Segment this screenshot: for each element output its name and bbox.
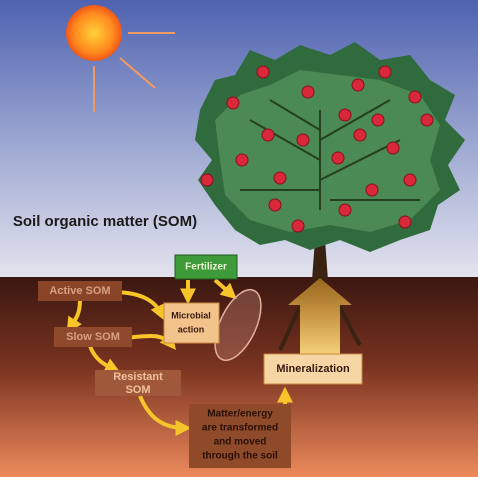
title: Soil organic matter (SOM) [13,213,197,230]
node-label: Fertilizer [185,262,227,273]
node-label: action [178,324,205,334]
node-label: are transformed [202,423,278,434]
node-label: and moved [214,437,267,448]
active-som-node: Active SOM [38,281,122,301]
node-label: Mineralization [276,363,350,375]
node-label: Resistant [113,371,163,383]
microbial-node: Microbial action [164,303,219,343]
node-label: Slow SOM [66,331,120,343]
matter-energy-node: Matter/energy are transformed and moved … [189,404,291,468]
node-label: Microbial [171,310,211,320]
node-label: Matter/energy [207,409,273,420]
fertilizer-node: Fertilizer [175,255,237,279]
diagram: Soil organic matter (SOM) Fertilizer Act… [0,0,478,477]
node-label: SOM [125,384,150,396]
node-label: Active SOM [49,285,110,297]
slow-som-node: Slow SOM [54,327,132,347]
node-label: through the soil [202,451,278,462]
resistant-som-node: Resistant SOM [95,370,181,396]
mineralization-node: Mineralization [264,354,362,384]
